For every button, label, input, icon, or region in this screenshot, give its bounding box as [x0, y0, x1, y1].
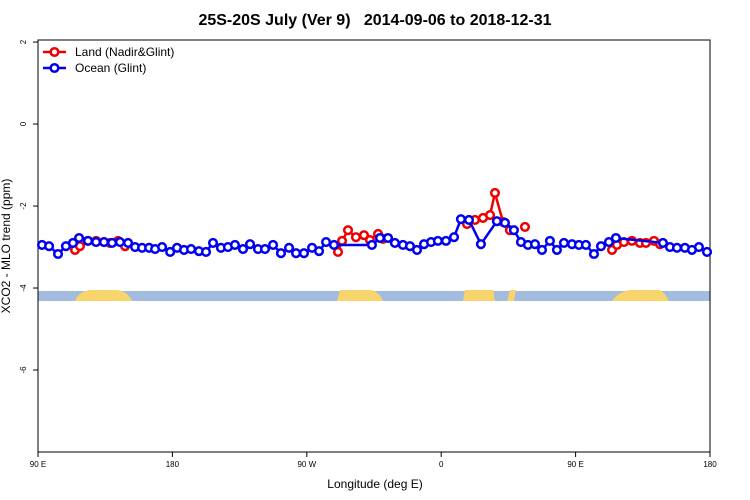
point — [610, 232, 621, 244]
land-patch — [463, 290, 495, 301]
y-tick-label: 2 — [19, 39, 28, 44]
point — [245, 239, 256, 250]
x-tick-label: 0 — [439, 460, 444, 469]
point — [290, 248, 302, 259]
point — [67, 237, 78, 248]
point — [52, 248, 64, 260]
point — [440, 235, 452, 246]
point — [229, 239, 241, 251]
x-tick-label: 180 — [703, 460, 717, 469]
land-patch — [507, 290, 516, 301]
point — [74, 232, 85, 244]
point — [455, 214, 466, 225]
point — [475, 239, 486, 250]
point — [298, 248, 310, 259]
point — [536, 244, 548, 255]
point — [328, 239, 340, 251]
y-tick-label: -4 — [19, 284, 28, 292]
point — [200, 246, 212, 257]
point — [259, 244, 271, 255]
y-axis-label: XCO2 - MLO trend (ppm) — [0, 179, 13, 314]
land-patch — [612, 290, 669, 301]
point — [114, 237, 126, 248]
point — [321, 237, 332, 248]
point — [448, 232, 460, 243]
point — [350, 232, 361, 243]
y-tick-label: -6 — [19, 366, 28, 374]
x-tick-label: 180 — [166, 460, 180, 469]
point — [358, 230, 370, 241]
point — [603, 237, 614, 248]
point — [701, 246, 713, 257]
point — [268, 239, 279, 251]
point — [275, 248, 287, 259]
point — [332, 246, 344, 257]
chart-title: 25S-20S July (Ver 9) 2014-09-06 to 2018-… — [198, 12, 551, 29]
point — [551, 244, 562, 255]
point — [207, 237, 219, 248]
point — [382, 232, 394, 244]
point — [107, 237, 118, 248]
point — [342, 225, 354, 236]
point — [313, 246, 325, 257]
point — [489, 187, 501, 198]
point — [186, 244, 197, 255]
legend-label: Ocean (Glint) — [75, 61, 146, 75]
x-axis-label: Longitude (deg E) — [327, 477, 422, 491]
land-mask — [38, 290, 710, 301]
point — [544, 235, 555, 246]
x-tick-label: 90 E — [30, 460, 46, 469]
point — [693, 241, 704, 253]
point — [389, 237, 400, 248]
y-tick-label: 0 — [19, 121, 28, 126]
legend-label: Land (Nadir&Glint) — [75, 45, 174, 59]
point — [91, 237, 102, 248]
x-tick-label: 90 W — [297, 460, 316, 469]
point — [588, 248, 600, 260]
point — [657, 237, 669, 248]
point — [157, 241, 168, 253]
point — [519, 221, 531, 232]
x-tick-label: 90 E — [567, 460, 583, 469]
point — [432, 235, 443, 246]
point — [491, 216, 502, 227]
point — [44, 241, 55, 252]
land-patch — [75, 290, 132, 301]
legend-marker — [49, 62, 60, 74]
point — [529, 239, 541, 250]
legend-marker — [49, 46, 60, 58]
point — [411, 244, 423, 255]
point — [463, 214, 475, 226]
point — [283, 242, 295, 253]
point — [558, 237, 570, 248]
y-tick-label: -2 — [19, 202, 28, 210]
point — [374, 232, 386, 244]
point — [508, 225, 519, 236]
point — [122, 237, 134, 248]
point — [580, 239, 591, 251]
point — [237, 244, 249, 255]
point — [499, 217, 511, 228]
point — [671, 242, 683, 253]
point — [82, 235, 94, 246]
land-patch — [337, 290, 383, 301]
point — [98, 237, 110, 248]
point — [484, 209, 496, 221]
point — [336, 235, 348, 246]
point — [595, 241, 607, 252]
point — [165, 246, 176, 257]
point — [366, 239, 377, 251]
